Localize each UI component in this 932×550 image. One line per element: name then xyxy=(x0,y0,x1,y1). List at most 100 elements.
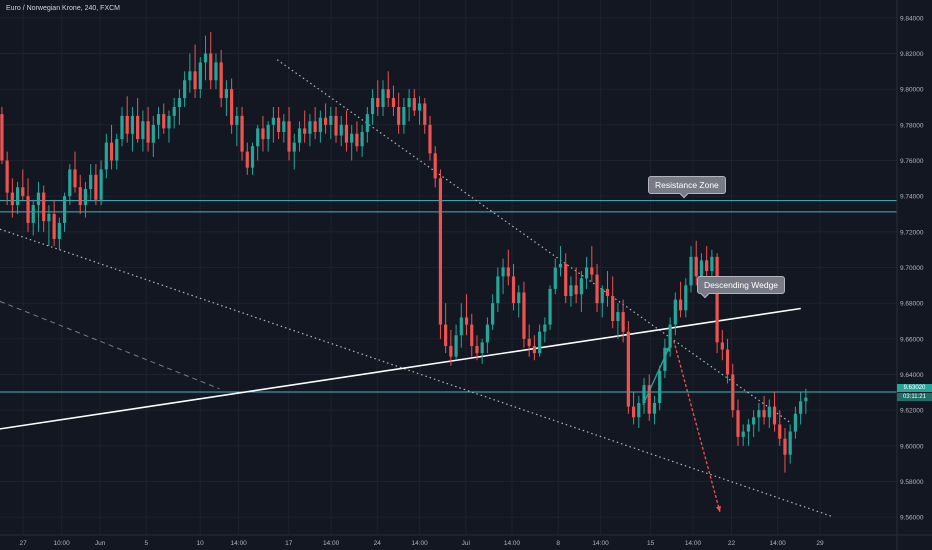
time-tick-label: 14:00 xyxy=(592,540,609,547)
candle-body xyxy=(350,133,354,143)
candle-body xyxy=(219,62,223,99)
chart-title: Euro / Norwegian Krone, 240, FXCM xyxy=(6,5,120,12)
candle-body xyxy=(162,114,166,129)
candle-body xyxy=(334,115,338,136)
projection-line xyxy=(673,340,721,512)
projection-arrows xyxy=(642,340,722,512)
candle-body xyxy=(626,331,630,407)
candle-body xyxy=(532,345,536,354)
candle-body xyxy=(68,169,72,197)
price-tick-label: 9.78000 xyxy=(900,122,924,129)
candle-body xyxy=(574,285,578,295)
price-tick-label: 9.84000 xyxy=(900,15,924,22)
resistance-zone-lines xyxy=(0,200,897,393)
candle-body xyxy=(282,121,286,132)
candle-body xyxy=(772,406,777,425)
candle-body xyxy=(339,124,343,136)
candle-body xyxy=(699,260,704,277)
candle-body xyxy=(99,169,103,200)
candle-body xyxy=(381,89,385,107)
candle-body xyxy=(804,397,808,402)
candle-body xyxy=(663,347,667,371)
candle-body xyxy=(42,192,46,222)
candle-body xyxy=(757,410,761,418)
time-axis[interactable]: 27 10:00 Jun 5 10 14:00 17 14:00 24 14:00 Jul 14:00… xyxy=(0,534,932,547)
candle-body xyxy=(365,114,369,132)
candle-body xyxy=(224,89,228,99)
candle-body xyxy=(558,263,563,268)
price-tick-label: 9.82000 xyxy=(900,51,924,58)
candle-body xyxy=(705,260,709,272)
time-tick-label: 10 xyxy=(197,540,205,547)
candle-body xyxy=(506,267,510,277)
candle-body xyxy=(130,115,135,134)
candle-body xyxy=(198,62,202,90)
candle-body xyxy=(538,331,542,354)
trendlines xyxy=(0,59,832,517)
candle-body xyxy=(501,267,505,277)
candle-body xyxy=(15,187,20,206)
price-tick-label: 9.76000 xyxy=(900,158,924,165)
time-tick-label: 14:00 xyxy=(411,540,428,547)
candle-body xyxy=(277,117,281,132)
price-tick-label: 9.58000 xyxy=(900,479,924,486)
time-tick-label: Jun xyxy=(95,540,106,547)
candle-body xyxy=(402,107,406,125)
candle-body xyxy=(793,413,798,432)
candle-body xyxy=(292,142,296,152)
candle-body xyxy=(543,324,547,332)
candle-body xyxy=(454,335,458,357)
candle-body xyxy=(475,345,479,354)
candle-body xyxy=(746,424,751,432)
candle-body xyxy=(459,317,463,336)
candle-body xyxy=(631,406,636,418)
candle-body xyxy=(203,53,208,63)
candle-body xyxy=(522,292,526,339)
candle-body xyxy=(21,187,25,197)
candle-body xyxy=(245,151,249,168)
arrow-head xyxy=(665,345,670,352)
candle-body xyxy=(752,417,756,425)
candle-body xyxy=(313,121,317,132)
descending-wedge-label[interactable]: Descending Wedge xyxy=(697,276,786,294)
candle-body xyxy=(125,115,129,134)
candle-body xyxy=(10,192,14,206)
candle-body xyxy=(261,128,265,140)
candle-body xyxy=(720,342,724,350)
candle-body xyxy=(428,124,432,154)
candle-body xyxy=(658,370,662,404)
projection-line xyxy=(642,345,671,406)
candle-body xyxy=(783,438,787,455)
price-axis[interactable]: 9.84000 9.82000 9.80000 9.78000 9.76000 9.740… xyxy=(896,0,924,550)
candle-body xyxy=(605,288,610,297)
candle-body xyxy=(715,256,719,343)
resistance-zone-label[interactable]: Resistance Zone xyxy=(648,176,726,194)
candle-body xyxy=(344,124,349,143)
candle-body xyxy=(600,288,604,304)
candle-body xyxy=(151,124,155,143)
candle-body xyxy=(647,385,651,414)
candle-body xyxy=(799,401,803,414)
candle-body xyxy=(287,121,291,152)
candle-body xyxy=(78,187,82,206)
candle-body xyxy=(611,296,615,321)
candle-body xyxy=(146,121,150,143)
candle-body xyxy=(172,107,176,116)
candle-body xyxy=(407,98,411,107)
candle-body xyxy=(710,256,714,272)
candle-body xyxy=(89,174,93,190)
price-tick-label: 9.66000 xyxy=(900,336,924,343)
arrow-head xyxy=(715,505,722,512)
candle-body xyxy=(120,115,124,140)
candle-body xyxy=(188,71,192,81)
candle-body xyxy=(417,103,422,111)
candle-body xyxy=(386,89,390,99)
candle-body xyxy=(156,114,161,125)
candle-body xyxy=(762,410,766,418)
candle-body xyxy=(52,214,56,239)
candle-body xyxy=(590,267,594,275)
trendline-dashed xyxy=(0,300,220,390)
candle-body xyxy=(94,174,98,200)
candle-body xyxy=(214,62,218,81)
